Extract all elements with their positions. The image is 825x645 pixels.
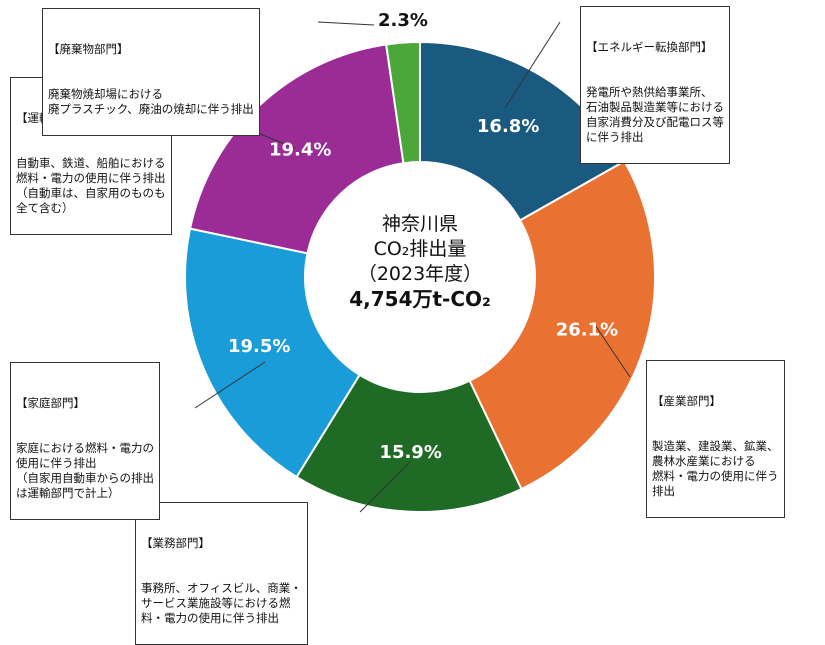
percent-label-household: 19.5% xyxy=(228,336,290,357)
slice-transport xyxy=(188,43,405,255)
callout-industry-title: 【産業部門】 xyxy=(652,394,721,408)
slice-industry xyxy=(468,159,656,491)
percent-label-transport: 19.4% xyxy=(269,139,331,160)
callout-energy-conversion: 【エネルギー転換部門】 発電所や熱供給事業所、 石油製品製造業等における 自家消… xyxy=(580,6,730,164)
slice-household xyxy=(184,227,361,479)
donut-chart: 16.8% 26.1% 15.9% 19.5% 19.4% xyxy=(184,21,656,513)
leader-line-commercial xyxy=(359,461,411,513)
percent-label-industry: 26.1% xyxy=(556,320,618,341)
leader-line-energy-conversion xyxy=(504,21,561,109)
donut-slices xyxy=(184,40,656,513)
callout-industry: 【産業部門】 製造業、建設業、鉱業、 農林水産業における 燃料・電力の使用に伴う… xyxy=(646,360,785,518)
center-title-line-1: 神奈川県 xyxy=(381,213,458,235)
callout-household: 【家庭部門】 家庭における燃料・電力の 使用に伴う排出 （自家用自動車からの排出… xyxy=(10,362,160,520)
waste-percent-label: 2.3% xyxy=(378,10,428,31)
callout-industry-desc: 製造業、建設業、鉱業、 農林水産業における 燃料・電力の使用に伴う 排出 xyxy=(652,439,779,498)
leader-line-household xyxy=(194,361,266,409)
callout-waste: 【廃棄物部門】 廃棄物焼却場における 廃プラスチック、廃油の焼却に伴う排出 xyxy=(42,8,260,136)
callout-household-title: 【家庭部門】 xyxy=(16,396,85,410)
slice-waste xyxy=(385,40,421,165)
callout-waste-title: 【廃棄物部門】 xyxy=(48,42,129,56)
percent-label-energy-conversion: 16.8% xyxy=(477,116,539,137)
slice-commercial xyxy=(295,373,523,513)
callout-waste-desc: 廃棄物焼却場における 廃プラスチック、廃油の焼却に伴う排出 xyxy=(48,87,254,116)
callout-household-desc: 家庭における燃料・電力の 使用に伴う排出 （自家用自動車からの排出 は運輸部門で… xyxy=(16,441,154,500)
callout-transport-desc: 自動車、鉄道、船舶における 燃料・電力の使用に伴う排出 （自動車は、自家用のもの… xyxy=(16,156,166,215)
center-title-line-2: CO₂排出量 xyxy=(373,238,467,260)
leader-line-industry xyxy=(594,324,631,378)
center-total-value: 4,754万t-CO₂ xyxy=(349,287,491,311)
callout-commercial-title: 【業務部門】 xyxy=(141,536,210,550)
leader-line-waste xyxy=(317,21,375,26)
callout-commercial: 【業務部門】 事務所、オフィスビル、商業・ サービス業施設等における燃 料・電力… xyxy=(135,502,308,645)
callout-commercial-desc: 事務所、オフィスビル、商業・ サービス業施設等における燃 料・電力の使用に伴う排… xyxy=(141,581,302,625)
callout-energy-conversion-title: 【エネルギー転換部門】 xyxy=(586,40,713,54)
chart-center-title: 神奈川県 CO₂排出量 （2023年度） 4,754万t-CO₂ xyxy=(330,212,510,312)
percent-label-commercial: 15.9% xyxy=(379,442,441,463)
callout-energy-conversion-desc: 発電所や熱供給事業所、 石油製品製造業等における 自家消費分及び配電ロス等 に伴… xyxy=(586,85,724,144)
percent-labels: 16.8% 26.1% 15.9% 19.5% 19.4% xyxy=(228,116,618,463)
center-title-line-3: （2023年度） xyxy=(357,263,483,285)
